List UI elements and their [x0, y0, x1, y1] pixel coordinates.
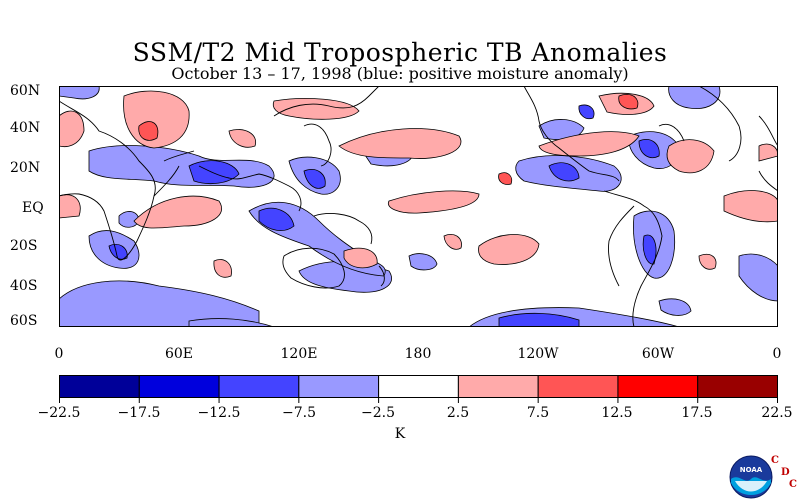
lon-label: 60E [164, 346, 194, 362]
coastlines [59, 86, 778, 327]
strong-negative-anomaly-regions [108, 104, 660, 327]
colorbar-unit: K [394, 426, 406, 442]
noaa-logo-text: NOAA [740, 466, 763, 474]
noaa-logo[interactable]: NOAA C D C [729, 455, 797, 503]
colorbar-tick-label: −17.5 [117, 405, 161, 421]
colorbar-tick-label: −2.5 [361, 405, 395, 421]
colorbar-swatch [697, 375, 778, 398]
lat-label: 60N [10, 83, 41, 99]
map-title: SSM/T2 Mid Tropospheric TB Anomalies [132, 38, 668, 67]
colorbar-tick-label: 17.5 [681, 405, 713, 421]
colorbar-tick-label: −12.5 [197, 405, 241, 421]
anomaly-map [59, 86, 778, 327]
lat-label: 40S [10, 278, 38, 294]
colorbar-swatch [617, 375, 699, 398]
colorbar-tick-label: 12.5 [601, 405, 633, 421]
colorbar-swatch [457, 375, 539, 398]
lon-label: 180 [404, 346, 432, 362]
lon-label: 60W [641, 346, 675, 362]
colorbar-tick-label: −7.5 [282, 405, 316, 421]
lon-label: 120E [280, 346, 318, 362]
colorbar-tick-label: 7.5 [526, 405, 550, 421]
cdc-letter: C [789, 479, 797, 490]
colorbar-swatch [298, 375, 380, 398]
color-scale-bar [59, 375, 778, 403]
colorbar-swatch [537, 375, 619, 398]
colorbar-swatch [138, 375, 220, 398]
lon-label: 120W [517, 346, 559, 362]
cdc-letter: D [781, 467, 790, 478]
lon-label: 0 [54, 346, 64, 362]
lat-label: 40N [10, 120, 41, 136]
colorbar-tick-label: 22.5 [761, 405, 793, 421]
colorbar-swatch [378, 375, 459, 398]
lat-label: 20N [10, 160, 41, 176]
strong-positive-anomaly-regions [138, 93, 639, 185]
lat-label: 60S [10, 313, 38, 329]
lon-label: 0 [772, 346, 782, 362]
colorbar-swatch [218, 375, 300, 398]
cdc-letter: C [771, 455, 779, 466]
lat-label: EQ [22, 200, 44, 216]
colorbar-tick-label: 2.5 [446, 405, 470, 421]
map-subtitle: October 13 – 17, 1998 (blue: positive mo… [171, 64, 629, 83]
colorbar-swatch [59, 375, 140, 398]
lat-label: 20S [10, 238, 38, 254]
noaa-logo-icon: NOAA [729, 455, 773, 499]
colorbar-tick-label: −22.5 [37, 405, 81, 421]
